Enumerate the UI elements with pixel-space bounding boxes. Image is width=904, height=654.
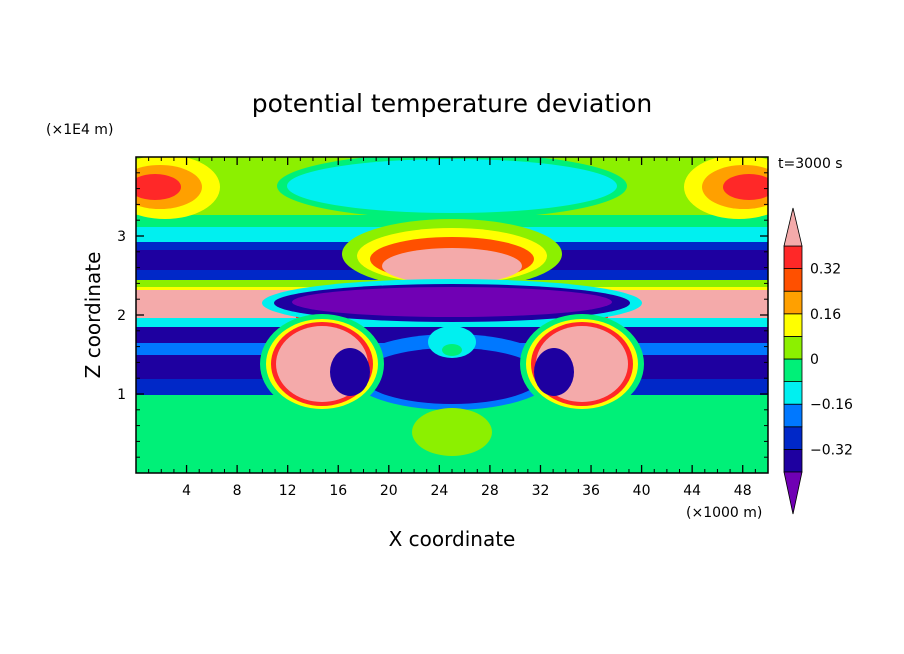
x-tick-label: 48 [734, 483, 752, 499]
x-tick-label: 16 [329, 483, 347, 499]
y-tick-label: 3 [117, 229, 126, 245]
colorbar: 0.32 0.16 0 −0.16 −0.32 [783, 207, 853, 515]
colorbar-label: −0.32 [810, 442, 853, 458]
colorbar-segment [783, 290, 803, 315]
colorbar-segment [783, 358, 803, 383]
colorbar-label: 0.32 [810, 262, 841, 278]
colorbar-segment [783, 426, 803, 450]
colorbar-label: 0.16 [810, 307, 841, 323]
x-tick-label: 28 [481, 483, 499, 499]
y-tick-label: 1 [117, 387, 126, 403]
colorbar-label: 0 [810, 352, 819, 368]
x-tick-label: 32 [532, 483, 550, 499]
x-unit-label: (×1000 m) [686, 505, 762, 521]
colorbar-segment [783, 381, 803, 405]
colorbar-segment [783, 335, 803, 360]
colorbar-segment [783, 403, 803, 428]
colorbar-segment [783, 245, 803, 270]
colorbar-segment [783, 313, 803, 337]
x-tick-label: 4 [182, 483, 191, 499]
colorbar-segment [783, 448, 803, 473]
x-tick-label: 12 [279, 483, 297, 499]
x-tick-label: 40 [633, 483, 651, 499]
colorbar-extend-bottom [783, 471, 803, 515]
x-tick-label: 44 [683, 483, 701, 499]
colorbar-segment [783, 268, 803, 292]
x-axis-ticks: 4 8 12 16 20 24 28 32 36 40 44 48 [148, 157, 756, 499]
colorbar-extend-top [783, 207, 803, 247]
y-unit-label: (×1E4 m) [46, 122, 113, 138]
colorbar-label: −0.16 [810, 397, 853, 413]
y-tick-label: 2 [117, 308, 126, 324]
contour-field [136, 157, 768, 473]
y-axis-ticks: 1 2 3 [117, 172, 768, 458]
x-tick-label: 36 [582, 483, 600, 499]
x-tick-label: 8 [233, 483, 242, 499]
x-tick-label: 24 [430, 483, 448, 499]
chart-title: potential temperature deviation [252, 89, 652, 118]
time-label: t=3000 s [778, 156, 843, 172]
x-axis-label: X coordinate [389, 527, 516, 551]
x-tick-label: 20 [380, 483, 398, 499]
y-axis-label: Z coordinate [81, 252, 105, 379]
